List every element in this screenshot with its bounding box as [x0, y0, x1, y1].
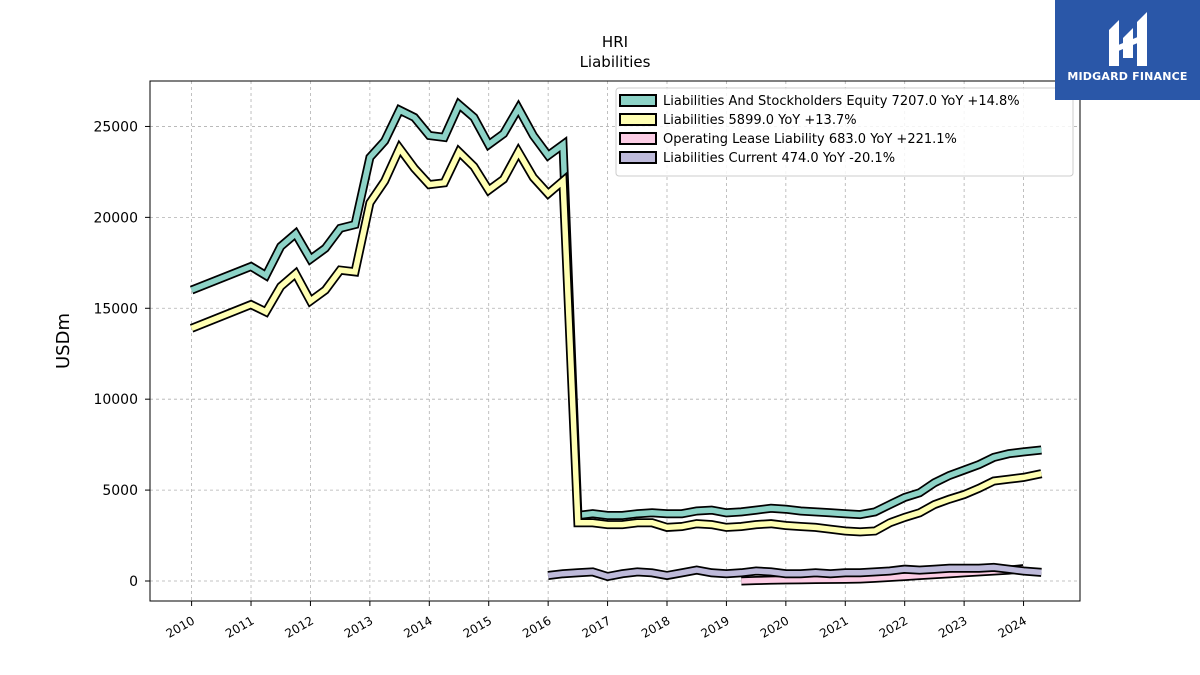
x-tick-label: 2021 — [817, 613, 850, 640]
x-tick-label: 2010 — [164, 613, 197, 640]
x-tick-label: 2015 — [461, 613, 494, 640]
x-tick-label: 2019 — [698, 613, 731, 640]
x-tick-label: 2022 — [877, 613, 910, 640]
legend-box — [615, 87, 1074, 177]
brand-logo: MIDGARD FINANCE — [1055, 0, 1200, 100]
x-tick-label: 2018 — [639, 613, 672, 640]
x-tick-label: 2020 — [758, 613, 791, 640]
legend-swatch — [619, 113, 657, 126]
x-tick-label: 2023 — [936, 613, 969, 640]
plot-frame — [149, 80, 1081, 602]
series-layer — [189, 97, 1043, 586]
chart-title: HRI — [602, 33, 628, 51]
legend-swatch — [619, 132, 657, 145]
x-tick-label: 2011 — [223, 613, 256, 640]
y-tick-label: 25000 — [93, 119, 138, 135]
x-tick-label: 2013 — [342, 613, 375, 640]
series-line-1 — [190, 142, 1042, 535]
y-tick-label: 15000 — [93, 301, 138, 317]
series-line-3 — [547, 564, 1042, 580]
x-tick-label: 2012 — [282, 613, 315, 640]
y-axis-label: USDm — [53, 313, 74, 369]
legend-entry: Liabilities Current 474.0 YoY -20.1% — [663, 151, 895, 166]
legend-swatch — [619, 94, 657, 107]
chart-subtitle: Liabilities — [580, 53, 651, 71]
y-tick-label: 5000 — [102, 483, 138, 499]
y-tick-label: 0 — [129, 574, 138, 590]
legend-entry: Liabilities And Stockholders Equity 7207… — [663, 94, 1020, 109]
series-line-0 — [190, 100, 1042, 519]
x-tick-label: 2024 — [996, 613, 1029, 640]
y-tick-label: 20000 — [93, 210, 138, 226]
x-tick-label: 2017 — [580, 613, 613, 640]
legend-entry: Liabilities 5899.0 YoY +13.7% — [663, 113, 857, 128]
legend-entry: Operating Lease Liability 683.0 YoY +221… — [663, 132, 957, 147]
y-tick-label: 10000 — [93, 392, 138, 408]
x-tick-label: 2014 — [401, 613, 434, 640]
legend-swatch — [619, 151, 657, 164]
x-axis: 2010 2011 2012 2013 2014 2015 2016 2017 2018 2019… — [164, 601, 1029, 641]
legend: Liabilities And Stockholders Equity 7207… — [615, 87, 1074, 177]
brand-name: MIDGARD FINANCE — [1067, 70, 1188, 83]
series-outline — [189, 139, 1043, 537]
y-axis: 0 5000 10000 15000 20000 25000 — [93, 119, 150, 590]
midgard-logo-icon — [1109, 12, 1147, 66]
x-tick-label: 2016 — [520, 613, 553, 640]
